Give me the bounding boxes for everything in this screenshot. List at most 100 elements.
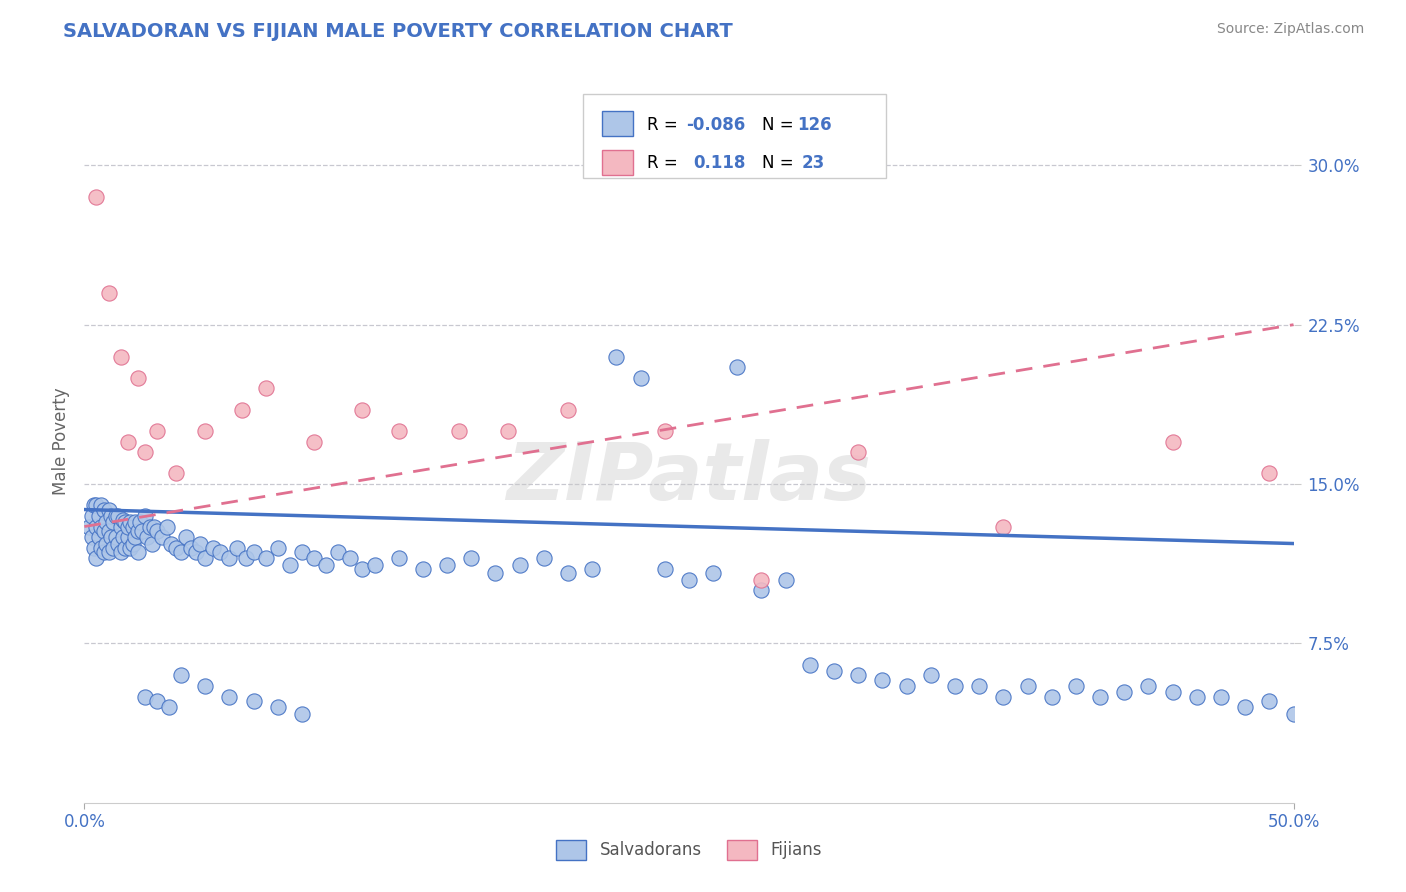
Salvadorans bbox=[460, 551, 482, 566]
Salvadorans bbox=[339, 551, 361, 566]
Fijians bbox=[388, 424, 411, 438]
Salvadorans bbox=[86, 551, 108, 566]
Salvadorans bbox=[97, 502, 120, 516]
Salvadorans bbox=[87, 530, 110, 544]
Salvadorans bbox=[702, 566, 724, 581]
Salvadorans bbox=[180, 541, 202, 555]
Salvadorans bbox=[678, 573, 700, 587]
Salvadorans bbox=[107, 508, 129, 523]
Salvadorans bbox=[134, 690, 156, 704]
Salvadorans bbox=[993, 690, 1015, 704]
Salvadorans bbox=[86, 498, 108, 512]
Salvadorans bbox=[605, 350, 627, 364]
Salvadorans bbox=[97, 545, 120, 559]
Salvadorans bbox=[267, 700, 290, 714]
Salvadorans bbox=[83, 541, 105, 555]
Salvadorans bbox=[1137, 679, 1160, 693]
Salvadorans bbox=[267, 541, 290, 555]
Fijians bbox=[134, 445, 156, 459]
Salvadorans bbox=[120, 541, 142, 555]
Salvadorans bbox=[174, 530, 197, 544]
Salvadorans bbox=[83, 498, 105, 512]
Salvadorans bbox=[146, 524, 169, 538]
Salvadorans bbox=[291, 706, 314, 721]
Fijians bbox=[846, 445, 869, 459]
Salvadorans bbox=[484, 566, 506, 581]
Salvadorans bbox=[146, 694, 169, 708]
Y-axis label: Male Poverty: Male Poverty bbox=[52, 388, 70, 495]
Salvadorans bbox=[1088, 690, 1111, 704]
Salvadorans bbox=[328, 545, 350, 559]
Text: 0.118: 0.118 bbox=[693, 154, 745, 172]
Salvadorans bbox=[150, 530, 173, 544]
Salvadorans bbox=[208, 545, 231, 559]
Fijians bbox=[97, 285, 120, 300]
Salvadorans bbox=[190, 536, 212, 550]
Salvadorans bbox=[388, 551, 411, 566]
Salvadorans bbox=[194, 551, 217, 566]
Fijians bbox=[194, 424, 217, 438]
Salvadorans bbox=[127, 524, 149, 538]
Salvadorans bbox=[100, 530, 122, 544]
Salvadorans bbox=[77, 519, 100, 533]
Fijians bbox=[146, 424, 169, 438]
Text: R =: R = bbox=[647, 116, 683, 134]
Salvadorans bbox=[97, 524, 120, 538]
Salvadorans bbox=[225, 541, 247, 555]
Salvadorans bbox=[112, 530, 135, 544]
Salvadorans bbox=[412, 562, 434, 576]
Text: 23: 23 bbox=[801, 154, 825, 172]
Fijians bbox=[993, 519, 1015, 533]
Salvadorans bbox=[117, 519, 139, 533]
Salvadorans bbox=[1040, 690, 1063, 704]
Fijians bbox=[1161, 434, 1184, 449]
Salvadorans bbox=[103, 541, 125, 555]
Salvadorans bbox=[363, 558, 385, 572]
Salvadorans bbox=[104, 530, 127, 544]
Salvadorans bbox=[218, 551, 240, 566]
Salvadorans bbox=[94, 536, 117, 550]
Salvadorans bbox=[630, 371, 652, 385]
Salvadorans bbox=[136, 530, 159, 544]
Salvadorans bbox=[823, 664, 845, 678]
Salvadorans bbox=[278, 558, 301, 572]
Salvadorans bbox=[124, 516, 146, 530]
Salvadorans bbox=[80, 508, 103, 523]
Salvadorans bbox=[557, 566, 579, 581]
Salvadorans bbox=[920, 668, 942, 682]
Fijians bbox=[302, 434, 325, 449]
Salvadorans bbox=[184, 545, 207, 559]
Salvadorans bbox=[751, 583, 773, 598]
Fijians bbox=[86, 190, 108, 204]
Text: N =: N = bbox=[762, 154, 804, 172]
Salvadorans bbox=[127, 545, 149, 559]
Salvadorans bbox=[104, 508, 127, 523]
Salvadorans bbox=[291, 545, 314, 559]
Salvadorans bbox=[254, 551, 277, 566]
Salvadorans bbox=[235, 551, 257, 566]
Salvadorans bbox=[201, 541, 224, 555]
Salvadorans bbox=[93, 545, 115, 559]
Salvadorans bbox=[155, 519, 177, 533]
Salvadorans bbox=[1114, 685, 1136, 699]
Salvadorans bbox=[943, 679, 966, 693]
Salvadorans bbox=[315, 558, 337, 572]
Salvadorans bbox=[775, 573, 797, 587]
Salvadorans bbox=[160, 536, 183, 550]
Salvadorans bbox=[352, 562, 374, 576]
Text: SALVADORAN VS FIJIAN MALE POVERTY CORRELATION CHART: SALVADORAN VS FIJIAN MALE POVERTY CORREL… bbox=[63, 22, 733, 41]
Salvadorans bbox=[1161, 685, 1184, 699]
Salvadorans bbox=[302, 551, 325, 566]
Salvadorans bbox=[107, 536, 129, 550]
Salvadorans bbox=[1282, 706, 1305, 721]
Fijians bbox=[117, 434, 139, 449]
Fijians bbox=[127, 371, 149, 385]
Fijians bbox=[557, 402, 579, 417]
Salvadorans bbox=[138, 519, 160, 533]
Salvadorans bbox=[100, 508, 122, 523]
Text: ZIPatlas: ZIPatlas bbox=[506, 439, 872, 516]
Salvadorans bbox=[124, 530, 146, 544]
Salvadorans bbox=[117, 530, 139, 544]
Salvadorans bbox=[90, 541, 112, 555]
Salvadorans bbox=[80, 530, 103, 544]
